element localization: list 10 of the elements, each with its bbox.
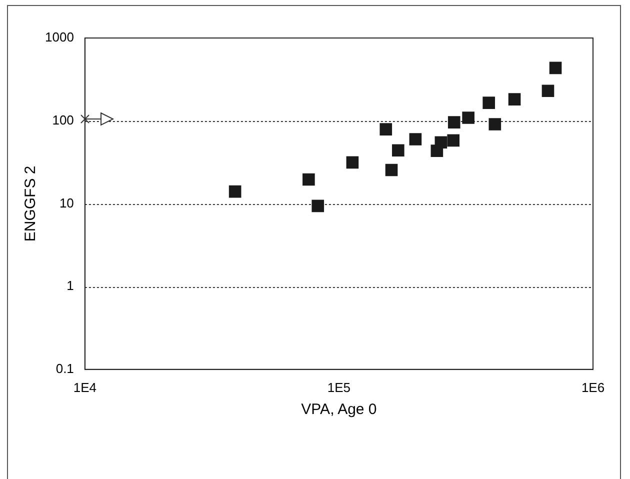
x-tick-label: 1E6 <box>581 380 605 395</box>
y-tick-label: 10 <box>59 195 74 210</box>
x-tick-label: 1E5 <box>327 380 351 395</box>
y-tick-label: 0.1 <box>56 360 74 376</box>
y-axis-title: ENGGFS 2 <box>22 166 40 242</box>
x-tick-label: 1E4 <box>73 380 96 395</box>
y-tick-label: 1000 <box>45 30 74 45</box>
y-tick-label: 100 <box>52 112 74 128</box>
x-axis-title: VPA, Age 0 <box>301 401 377 418</box>
y-tick-label: 1 <box>66 278 74 294</box>
